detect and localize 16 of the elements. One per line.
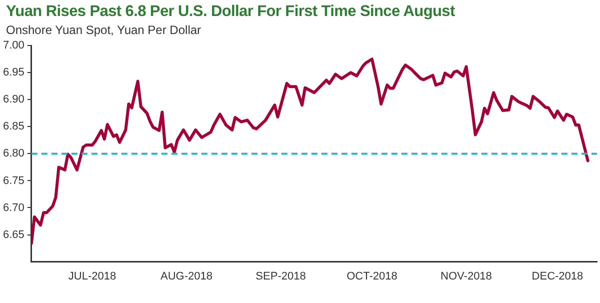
x-tick-label: SEP-2018 bbox=[256, 270, 306, 282]
y-tick-label: 6.85 bbox=[2, 120, 24, 133]
y-tick-label: 6.65 bbox=[2, 228, 24, 241]
chart-title: Yuan Rises Past 6.8 Per U.S. Dollar For First Time Since August bbox=[6, 3, 455, 21]
x-tick-label: AUG-2018 bbox=[160, 270, 212, 282]
y-tick-label: 6.80 bbox=[2, 148, 24, 160]
y-tick-label: 6.75 bbox=[2, 174, 24, 187]
y-tick-label: 6.70 bbox=[2, 202, 24, 214]
x-tick-label: NOV-2018 bbox=[440, 270, 492, 282]
y-tick-label: 7.00 bbox=[2, 40, 24, 52]
y-tick-label: 6.95 bbox=[2, 66, 24, 79]
x-tick-label: OCT-2018 bbox=[346, 270, 398, 282]
y-tick-label: 6.90 bbox=[2, 94, 24, 106]
chart-subtitle: Onshore Yuan Spot, Yuan Per Dollar bbox=[6, 23, 202, 37]
x-tick-label: JUL-2018 bbox=[68, 270, 116, 282]
x-tick-label: DEC-2018 bbox=[532, 270, 584, 282]
